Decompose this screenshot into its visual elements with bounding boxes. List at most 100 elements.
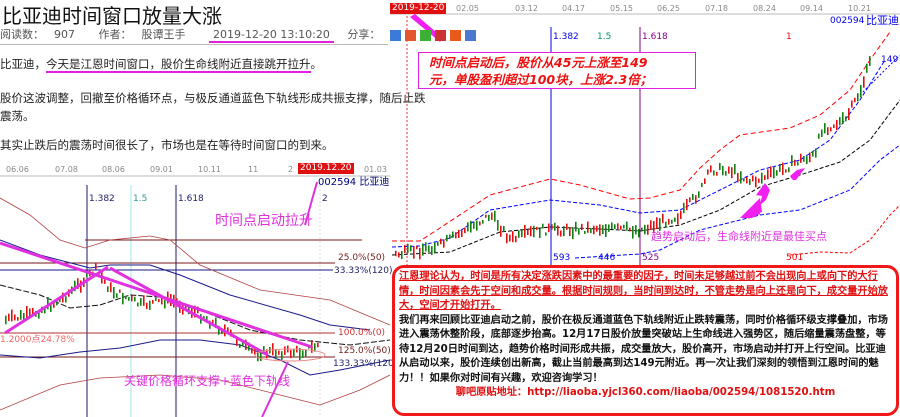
paragraph-3: 其实止跌后的震荡时间很长了，市场也是在等待时间窗口的到来。 — [0, 138, 334, 152]
candlestick — [401, 250, 403, 259]
candlestick — [407, 243, 409, 253]
candlestick — [245, 339, 247, 350]
candlestick — [32, 307, 34, 316]
candlestick — [560, 230, 562, 237]
candlestick — [734, 164, 736, 175]
candlestick — [596, 225, 598, 232]
candlestick — [302, 350, 304, 358]
paragraph-2-line2: 震荡。 — [0, 109, 35, 123]
fib-label: 1.618 — [178, 194, 204, 204]
candlestick — [728, 166, 730, 174]
candlestick — [791, 155, 793, 167]
candlestick — [80, 280, 82, 293]
candlestick — [869, 56, 871, 67]
candlestick — [722, 165, 724, 176]
share-plus-icon[interactable] — [390, 29, 402, 41]
candlestick — [398, 252, 400, 258]
publish-date: 2019-12-20 13:10:20 — [209, 28, 334, 43]
candlestick — [113, 286, 115, 299]
fib-label: 1.382 — [89, 194, 115, 204]
candlestick — [737, 172, 739, 183]
left-axis-date: 10.11 — [198, 165, 221, 174]
candlestick — [590, 228, 592, 234]
candlestick — [143, 295, 145, 306]
candlestick — [44, 306, 46, 314]
gain-note-line2: 元，单股盈利超过100块，上涨2.3倍； — [429, 72, 653, 87]
candlestick — [545, 232, 547, 236]
candlestick — [50, 304, 52, 312]
share-renren-icon[interactable] — [465, 29, 477, 41]
candlestick — [239, 343, 241, 348]
candlestick — [827, 127, 829, 135]
candlestick — [131, 295, 133, 302]
candlestick — [470, 220, 472, 233]
share-bar: 分享： — [347, 28, 480, 41]
right-axis-date: 09.14 — [800, 4, 823, 13]
candlestick — [47, 297, 49, 310]
author-label: 作者： — [98, 28, 132, 41]
candlestick — [650, 220, 652, 230]
left-axis-date: 2 — [288, 165, 294, 174]
candlestick — [488, 214, 490, 222]
share-qq-icon[interactable] — [435, 29, 447, 41]
candlestick — [620, 225, 622, 230]
candlestick — [17, 316, 19, 321]
price-high-label: 149 — [881, 55, 899, 65]
candlestick — [440, 238, 442, 245]
candlestick — [758, 178, 760, 183]
candlestick — [557, 225, 559, 236]
share-wechat-icon[interactable] — [420, 29, 432, 41]
level-label: 125.0%(50) — [338, 346, 391, 356]
candlestick — [419, 247, 421, 260]
summary-body: 我们再来回顾比亚迪启动之前，股价在极反通道蓝色下轨线附近止跌转震荡，同时价格循环… — [399, 314, 888, 384]
candlestick — [851, 100, 853, 108]
annotation-buy-point: 趋势启动后，生命线附近是最佳买点 — [651, 230, 827, 243]
candlestick — [404, 245, 406, 253]
candlestick — [473, 221, 475, 229]
candlestick — [293, 349, 295, 357]
candlestick — [161, 297, 163, 305]
left-axis-date: 08.06 — [102, 165, 125, 174]
marker-label: 1.382 — [553, 32, 579, 42]
candlestick — [86, 270, 88, 278]
candlestick — [863, 76, 865, 88]
candlestick — [428, 245, 430, 253]
candlestick — [443, 239, 445, 248]
candlestick — [521, 228, 523, 238]
candlestick — [635, 225, 637, 235]
author-link[interactable]: 股谭王手 — [141, 28, 186, 41]
candlestick — [662, 213, 664, 224]
candlestick — [530, 226, 532, 237]
bottom-label: 446 — [598, 253, 616, 263]
candlestick — [773, 167, 775, 179]
candlestick — [593, 225, 595, 235]
candlestick — [149, 300, 151, 310]
share-weibo-icon[interactable] — [405, 29, 417, 41]
source-link[interactable]: 聊吧原贴地址：http://liaoba.yjcl360.com/liaoba/… — [455, 387, 836, 398]
candlestick — [518, 230, 520, 238]
candlestick — [623, 224, 625, 229]
candlestick — [782, 162, 784, 175]
candlestick — [761, 172, 763, 184]
right-axis-date: 04.17 — [562, 4, 585, 13]
candlestick — [626, 221, 628, 231]
candlestick — [77, 278, 79, 289]
right-axis-date: 08.24 — [753, 4, 776, 13]
candlestick — [305, 349, 307, 357]
candlestick — [806, 156, 808, 165]
views-count: 907 — [54, 28, 75, 41]
candlestick — [866, 63, 868, 73]
candlestick — [836, 119, 838, 131]
candlestick — [824, 123, 826, 134]
paragraph-1: 比亚迪，今天是江恩时间窗口，股价生命线附近直接跳开拉升。 — [0, 56, 322, 73]
bottom-label: 501 — [786, 253, 804, 263]
right-axis-date: 03.12 — [515, 4, 538, 13]
candlestick — [755, 176, 757, 188]
candlestick — [65, 296, 67, 303]
share-tencent-weibo-icon[interactable] — [450, 29, 462, 41]
candlestick — [491, 212, 493, 220]
candlestick — [785, 169, 787, 173]
candlestick — [569, 227, 571, 237]
views-label: 阅读数： — [0, 28, 44, 41]
candlestick — [704, 178, 706, 185]
